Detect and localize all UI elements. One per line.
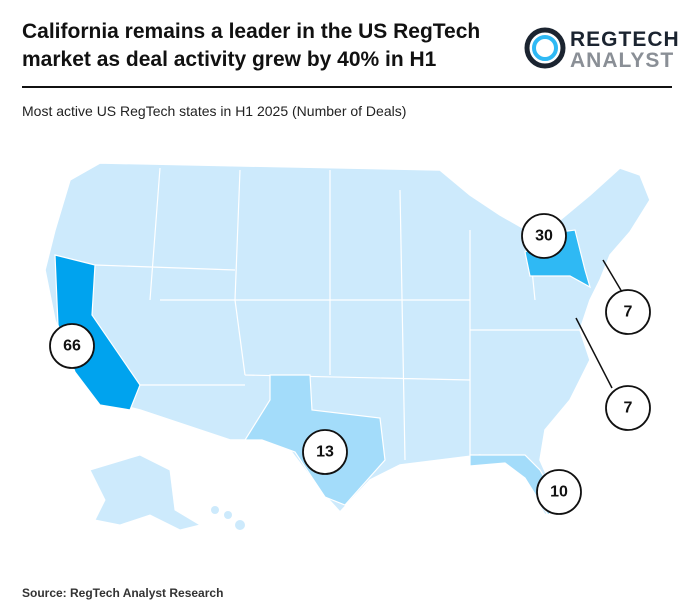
divider xyxy=(22,86,672,88)
leader-line xyxy=(575,317,613,389)
state-borders xyxy=(94,167,585,461)
state xyxy=(469,454,561,516)
callout-value: 13 xyxy=(316,444,334,461)
alaska xyxy=(89,454,202,531)
callout-value: 7 xyxy=(624,304,633,321)
hawaii xyxy=(211,506,245,530)
title: California remains a leader in the US Re… xyxy=(22,20,481,71)
callout-value: 30 xyxy=(535,228,553,245)
callout-circle xyxy=(536,469,582,515)
callout-circle xyxy=(302,429,348,475)
leader-line xyxy=(602,259,623,293)
callouts: 66 30 13 10 7 7 xyxy=(49,213,651,515)
callout-circle xyxy=(49,323,95,369)
source: Source: RegTech Analyst Research xyxy=(22,586,224,600)
callout-value: 10 xyxy=(550,484,568,501)
callout-value: 66 xyxy=(63,338,81,355)
callout-circle xyxy=(605,385,651,431)
logo-text: ANALYST xyxy=(570,49,675,72)
logo-text: REGTECH xyxy=(570,28,680,51)
logo-ring xyxy=(532,35,558,61)
subtitle: Most active US RegTech states in H1 2025… xyxy=(22,103,407,119)
callout-circle xyxy=(521,213,567,259)
logo-ring xyxy=(524,27,566,69)
callout-circle xyxy=(605,289,651,335)
callout-value: 7 xyxy=(624,400,633,417)
